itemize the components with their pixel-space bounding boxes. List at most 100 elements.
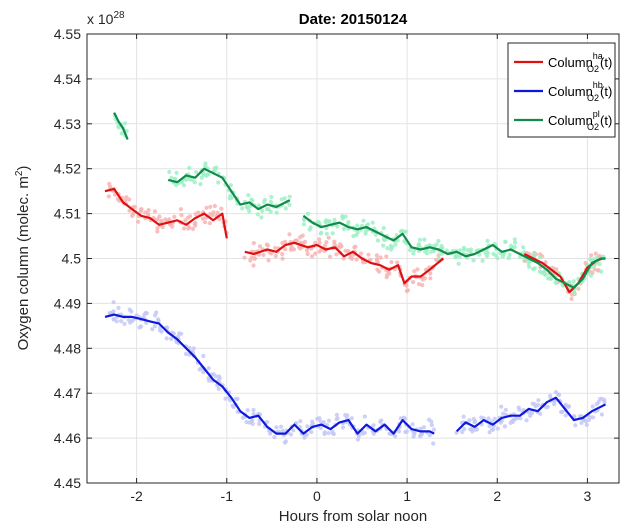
scatter-point — [532, 266, 537, 271]
scatter-point — [495, 426, 500, 431]
scatter-point — [157, 214, 162, 219]
x-tick-label: 2 — [493, 488, 501, 504]
x-tick-label: -2 — [130, 488, 143, 504]
scatter-point — [436, 238, 441, 244]
scatter-point — [265, 243, 270, 248]
scatter-point — [486, 416, 491, 421]
y-tick-label: 4.53 — [54, 116, 81, 132]
scatter-point — [193, 220, 198, 226]
scatter-point — [590, 404, 595, 409]
scatter-point — [229, 195, 234, 200]
scatter-point — [335, 416, 340, 421]
scatter-point — [444, 248, 449, 253]
scatter-point — [507, 252, 512, 257]
scatter-point — [144, 311, 149, 316]
scatter-point — [269, 194, 274, 200]
scatter-point — [324, 240, 329, 245]
scatter-point — [340, 214, 345, 219]
scatter-point — [152, 209, 157, 214]
scatter-point — [181, 183, 187, 188]
scatter-point — [586, 417, 592, 423]
scatter-point — [321, 420, 326, 425]
scatter-point — [422, 276, 428, 281]
x-tick-label: 1 — [403, 488, 411, 504]
scatter-point — [116, 125, 121, 130]
legend-entry: Columnha O2(t) — [548, 51, 612, 74]
scatter-point — [217, 216, 222, 222]
scatter-point — [375, 238, 380, 243]
scatter-point — [288, 432, 293, 437]
scatter-point — [538, 255, 543, 260]
scatter-point — [179, 331, 184, 336]
scatter-point — [283, 206, 288, 211]
scatter-point — [593, 251, 598, 256]
scatter-point — [502, 424, 507, 429]
scatter-point — [481, 416, 486, 421]
scatter-point — [191, 346, 196, 351]
y-exponent-base: x 10 — [87, 11, 114, 27]
scatter-point — [461, 245, 467, 250]
scatter-point — [337, 245, 343, 250]
scatter-point — [374, 257, 380, 262]
scatter-point — [559, 409, 564, 414]
scatter-point — [566, 404, 571, 409]
scatter-point — [378, 419, 383, 424]
scatter-point — [155, 229, 160, 234]
scatter-point — [111, 300, 116, 305]
scatter-point — [249, 197, 254, 202]
scatter-point — [368, 257, 373, 262]
scatter-point — [346, 220, 351, 225]
scatter-point — [146, 208, 151, 213]
scatter-point — [231, 404, 236, 409]
scatter-point — [584, 422, 589, 427]
scatter-point — [467, 418, 472, 423]
scatter-point — [402, 239, 407, 244]
scatter-point — [418, 432, 423, 437]
scatter-point — [197, 367, 202, 372]
scatter-point — [139, 207, 144, 212]
scatter-point — [280, 251, 285, 257]
scatter-point — [307, 227, 312, 232]
scatter-point — [282, 196, 287, 201]
scatter-point — [492, 416, 497, 421]
scatter-point — [361, 218, 366, 223]
series-line — [302, 214, 606, 289]
scatter-point — [240, 206, 245, 211]
scatter-point — [395, 260, 400, 265]
scatter-point — [150, 327, 155, 332]
series-line — [167, 167, 291, 211]
scatter-point — [317, 240, 322, 245]
scatter-point — [511, 417, 516, 422]
scatter-point — [431, 441, 436, 446]
scatter-point — [334, 252, 339, 257]
scatter-point — [469, 247, 474, 252]
scatter-point — [362, 414, 367, 419]
scatter-point — [338, 242, 343, 247]
scatter-point — [355, 230, 360, 235]
scatter-point — [457, 254, 462, 259]
scatter-point — [398, 229, 403, 234]
scatter-point — [207, 221, 212, 226]
scatter-point — [111, 317, 116, 322]
scatter-point — [283, 247, 288, 252]
scatter-point — [589, 253, 594, 258]
legend: Columnha O2(t) Columnhb O2(t) Columnpl O2(t) — [507, 42, 616, 138]
scatter-point — [216, 374, 222, 379]
scatter-point — [503, 239, 508, 244]
series-lines — [104, 112, 607, 435]
scatter-point — [119, 319, 124, 324]
scatter-point — [155, 226, 160, 231]
scatter-point — [313, 240, 318, 245]
scatter-point — [431, 427, 436, 432]
scatter-point — [291, 428, 296, 433]
scatter-point — [346, 249, 351, 254]
scatter-point — [554, 267, 559, 272]
scatter-point — [257, 421, 262, 427]
scatter-point — [569, 296, 574, 301]
y-tick-label: 4.48 — [54, 340, 81, 356]
scatter-point — [182, 226, 187, 231]
scatter-point — [111, 309, 116, 314]
scatter-point — [223, 396, 228, 401]
scatter-point — [487, 430, 492, 435]
scatter-point — [287, 202, 292, 207]
